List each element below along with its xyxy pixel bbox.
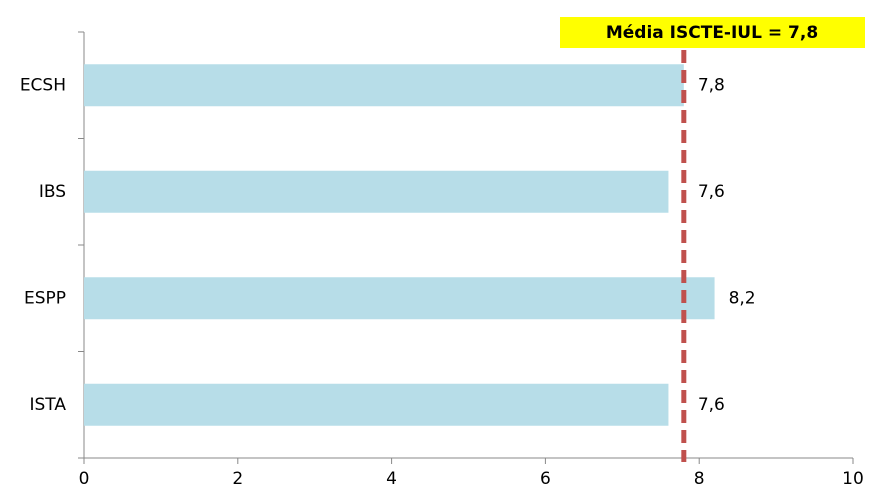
x-tick-label: 8 — [694, 469, 705, 489]
value-label: 7,6 — [698, 395, 725, 415]
bar — [84, 64, 684, 107]
x-tick-label: 2 — [232, 469, 243, 489]
x-tick-label: 0 — [79, 469, 90, 489]
x-tick-label: 4 — [386, 469, 397, 489]
y-tick-label: ESPP — [24, 288, 66, 308]
x-tick-label: 6 — [540, 469, 551, 489]
annotation: Média ISCTE-IUL = 7,8 — [606, 23, 818, 43]
bar — [84, 170, 669, 213]
value-label: 7,6 — [698, 182, 725, 202]
y-tick-label: IBS — [39, 182, 66, 202]
bar — [84, 277, 715, 320]
value-label: 7,8 — [698, 75, 725, 95]
bar — [84, 383, 669, 426]
value-label: 8,2 — [729, 288, 756, 308]
y-tick-label: ECSH — [20, 75, 66, 95]
annotation-box — [560, 17, 865, 48]
x-tick-label: 10 — [842, 469, 864, 489]
y-tick-label: ISTA — [30, 395, 67, 415]
